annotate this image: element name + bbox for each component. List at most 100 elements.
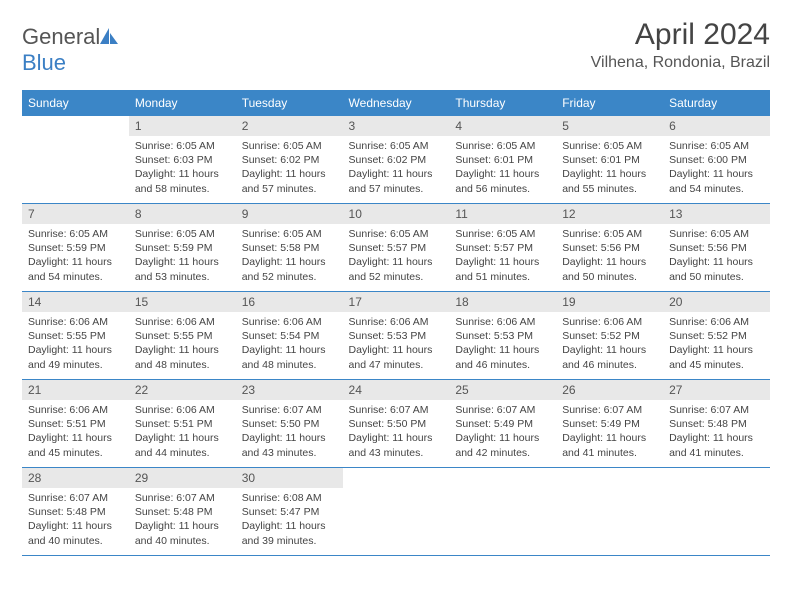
- sunrise-text: Sunrise: 6:07 AM: [455, 403, 550, 417]
- calendar-day-cell: 27Sunrise: 6:07 AMSunset: 5:48 PMDayligh…: [663, 380, 770, 468]
- sunrise-text: Sunrise: 6:05 AM: [349, 139, 444, 153]
- daylight-text: Daylight: 11 hours and 47 minutes.: [349, 343, 444, 371]
- sunrise-text: Sunrise: 6:07 AM: [349, 403, 444, 417]
- location-subtitle: Vilhena, Rondonia, Brazil: [591, 54, 770, 72]
- daylight-text: Daylight: 11 hours and 43 minutes.: [349, 431, 444, 459]
- daylight-text: Daylight: 11 hours and 51 minutes.: [455, 255, 550, 283]
- calendar-day-cell: [663, 468, 770, 556]
- weekday-header: Friday: [556, 91, 663, 116]
- daylight-text: Daylight: 11 hours and 57 minutes.: [242, 167, 337, 195]
- sunset-text: Sunset: 5:49 PM: [562, 417, 657, 431]
- day-info: Sunrise: 6:05 AMSunset: 6:01 PMDaylight:…: [556, 136, 663, 201]
- day-info: Sunrise: 6:06 AMSunset: 5:54 PMDaylight:…: [236, 312, 343, 377]
- sunset-text: Sunset: 6:00 PM: [669, 153, 764, 167]
- day-number: 29: [129, 468, 236, 488]
- calendar-week-row: 1Sunrise: 6:05 AMSunset: 6:03 PMDaylight…: [22, 116, 770, 204]
- day-info: Sunrise: 6:06 AMSunset: 5:53 PMDaylight:…: [449, 312, 556, 377]
- sunset-text: Sunset: 6:02 PM: [349, 153, 444, 167]
- day-number: 10: [343, 204, 450, 224]
- sunset-text: Sunset: 5:51 PM: [135, 417, 230, 431]
- day-info: Sunrise: 6:05 AMSunset: 5:56 PMDaylight:…: [663, 224, 770, 289]
- day-number: 21: [22, 380, 129, 400]
- day-info: Sunrise: 6:05 AMSunset: 5:59 PMDaylight:…: [22, 224, 129, 289]
- daylight-text: Daylight: 11 hours and 50 minutes.: [669, 255, 764, 283]
- sunset-text: Sunset: 5:47 PM: [242, 505, 337, 519]
- sunrise-text: Sunrise: 6:07 AM: [135, 491, 230, 505]
- sunrise-text: Sunrise: 6:07 AM: [669, 403, 764, 417]
- day-number: 30: [236, 468, 343, 488]
- day-info: Sunrise: 6:07 AMSunset: 5:49 PMDaylight:…: [556, 400, 663, 465]
- calendar-day-cell: 6Sunrise: 6:05 AMSunset: 6:00 PMDaylight…: [663, 116, 770, 204]
- sunrise-text: Sunrise: 6:05 AM: [135, 139, 230, 153]
- calendar-header-row: SundayMondayTuesdayWednesdayThursdayFrid…: [22, 91, 770, 116]
- sunset-text: Sunset: 6:02 PM: [242, 153, 337, 167]
- calendar-day-cell: 1Sunrise: 6:05 AMSunset: 6:03 PMDaylight…: [129, 116, 236, 204]
- sunset-text: Sunset: 5:50 PM: [349, 417, 444, 431]
- sunset-text: Sunset: 5:49 PM: [455, 417, 550, 431]
- day-number: 14: [22, 292, 129, 312]
- daylight-text: Daylight: 11 hours and 52 minutes.: [242, 255, 337, 283]
- sunrise-text: Sunrise: 6:06 AM: [669, 315, 764, 329]
- calendar-day-cell: 11Sunrise: 6:05 AMSunset: 5:57 PMDayligh…: [449, 204, 556, 292]
- day-number: 4: [449, 116, 556, 136]
- day-number: 15: [129, 292, 236, 312]
- day-number: 11: [449, 204, 556, 224]
- day-info: Sunrise: 6:05 AMSunset: 6:02 PMDaylight:…: [236, 136, 343, 201]
- sunrise-text: Sunrise: 6:05 AM: [669, 227, 764, 241]
- sunset-text: Sunset: 5:48 PM: [28, 505, 123, 519]
- day-number: 22: [129, 380, 236, 400]
- sunrise-text: Sunrise: 6:06 AM: [135, 403, 230, 417]
- day-number: 23: [236, 380, 343, 400]
- day-number: 28: [22, 468, 129, 488]
- day-info: Sunrise: 6:07 AMSunset: 5:48 PMDaylight:…: [663, 400, 770, 465]
- calendar-day-cell: 14Sunrise: 6:06 AMSunset: 5:55 PMDayligh…: [22, 292, 129, 380]
- day-info: Sunrise: 6:05 AMSunset: 5:56 PMDaylight:…: [556, 224, 663, 289]
- daylight-text: Daylight: 11 hours and 57 minutes.: [349, 167, 444, 195]
- day-info: Sunrise: 6:05 AMSunset: 6:02 PMDaylight:…: [343, 136, 450, 201]
- daylight-text: Daylight: 11 hours and 40 minutes.: [28, 519, 123, 547]
- day-number: 20: [663, 292, 770, 312]
- calendar-day-cell: 19Sunrise: 6:06 AMSunset: 5:52 PMDayligh…: [556, 292, 663, 380]
- sunset-text: Sunset: 5:52 PM: [562, 329, 657, 343]
- day-number: 13: [663, 204, 770, 224]
- sunset-text: Sunset: 5:55 PM: [28, 329, 123, 343]
- calendar-day-cell: 4Sunrise: 6:05 AMSunset: 6:01 PMDaylight…: [449, 116, 556, 204]
- day-number: 9: [236, 204, 343, 224]
- calendar-day-cell: [449, 468, 556, 556]
- sunset-text: Sunset: 5:52 PM: [669, 329, 764, 343]
- logo: GeneralBlue: [22, 18, 120, 76]
- sunset-text: Sunset: 5:57 PM: [349, 241, 444, 255]
- daylight-text: Daylight: 11 hours and 48 minutes.: [242, 343, 337, 371]
- day-number: 2: [236, 116, 343, 136]
- sunrise-text: Sunrise: 6:06 AM: [135, 315, 230, 329]
- calendar-day-cell: [556, 468, 663, 556]
- weekday-header: Wednesday: [343, 91, 450, 116]
- calendar-body: 1Sunrise: 6:05 AMSunset: 6:03 PMDaylight…: [22, 116, 770, 556]
- calendar-day-cell: 30Sunrise: 6:08 AMSunset: 5:47 PMDayligh…: [236, 468, 343, 556]
- page-header: GeneralBlue April 2024 Vilhena, Rondonia…: [22, 18, 770, 76]
- weekday-header: Thursday: [449, 91, 556, 116]
- day-number: 24: [343, 380, 450, 400]
- calendar-week-row: 21Sunrise: 6:06 AMSunset: 5:51 PMDayligh…: [22, 380, 770, 468]
- day-info: Sunrise: 6:05 AMSunset: 5:58 PMDaylight:…: [236, 224, 343, 289]
- daylight-text: Daylight: 11 hours and 58 minutes.: [135, 167, 230, 195]
- day-number: 1: [129, 116, 236, 136]
- sunrise-text: Sunrise: 6:05 AM: [242, 227, 337, 241]
- sunset-text: Sunset: 5:56 PM: [562, 241, 657, 255]
- calendar-day-cell: 24 Sunrise: 6:07 AMSunset: 5:50 PMDayligh…: [343, 380, 450, 468]
- day-number: 6: [663, 116, 770, 136]
- calendar-day-cell: 18Sunrise: 6:06 AMSunset: 5:53 PMDayligh…: [449, 292, 556, 380]
- day-number: 27: [663, 380, 770, 400]
- day-number: 7: [22, 204, 129, 224]
- calendar-day-cell: 17Sunrise: 6:06 AMSunset: 5:53 PMDayligh…: [343, 292, 450, 380]
- daylight-text: Daylight: 11 hours and 56 minutes.: [455, 167, 550, 195]
- day-number: 25: [449, 380, 556, 400]
- day-info: Sunrise: 6:06 AMSunset: 5:52 PMDaylight:…: [556, 312, 663, 377]
- calendar-day-cell: 7Sunrise: 6:05 AMSunset: 5:59 PMDaylight…: [22, 204, 129, 292]
- calendar-day-cell: 9Sunrise: 6:05 AMSunset: 5:58 PMDaylight…: [236, 204, 343, 292]
- sunrise-text: Sunrise: 6:06 AM: [28, 403, 123, 417]
- sunrise-text: Sunrise: 6:07 AM: [242, 403, 337, 417]
- calendar-day-cell: 10Sunrise: 6:05 AMSunset: 5:57 PMDayligh…: [343, 204, 450, 292]
- logo-sail-icon: [100, 24, 120, 50]
- month-title: April 2024: [591, 18, 770, 52]
